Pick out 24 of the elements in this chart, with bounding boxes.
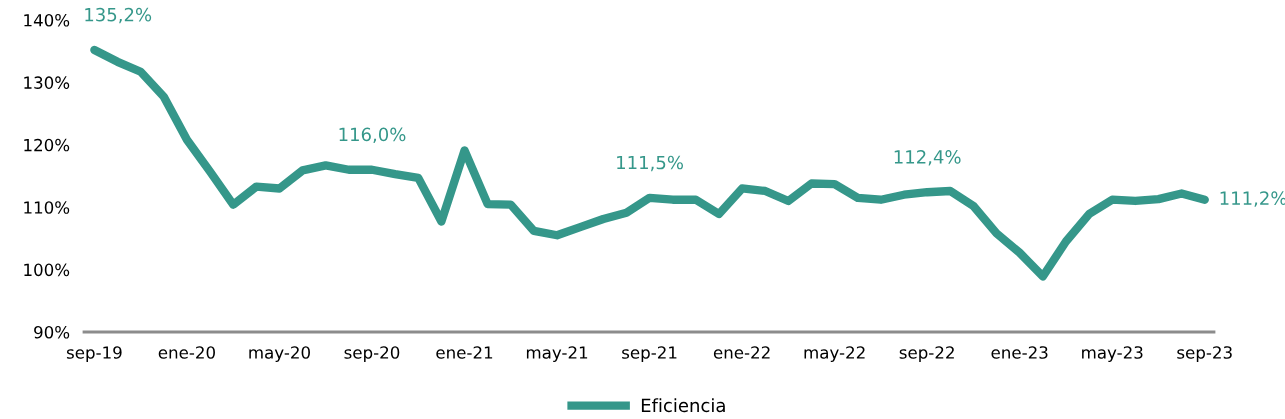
y-tick-label: 110% <box>24 201 70 214</box>
y-tick-label: 100% <box>24 263 70 277</box>
y-tick-label: 130% <box>24 76 70 89</box>
x-tick-label: may-23 <box>1082 346 1143 363</box>
y-tick-label: 140% <box>24 13 70 27</box>
data-label: 112,4% <box>894 150 961 166</box>
x-tick-label: sep-19 <box>66 346 122 363</box>
x-tick-label: sep-23 <box>1177 346 1232 363</box>
x-tick-label: sep-20 <box>344 346 400 363</box>
x-tick-label: ene-20 <box>158 346 215 359</box>
x-tick-label: may-21 <box>526 346 588 363</box>
x-tick-label: ene-22 <box>713 346 770 359</box>
x-tick-label: sep-22 <box>899 346 954 363</box>
x-tick-label: ene-21 <box>436 346 493 359</box>
x-tick-label: ene-23 <box>991 346 1048 359</box>
data-label: 135,2% <box>85 7 152 24</box>
x-tick-label: may-22 <box>804 346 865 363</box>
x-tick-label: sep-21 <box>622 346 677 363</box>
data-label: 116,0% <box>339 127 406 144</box>
y-tick-label: 90% <box>34 325 70 339</box>
legend-label: Eficiencia <box>641 398 725 413</box>
x-tick-label: may-20 <box>249 346 310 363</box>
y-tick-label: 120% <box>24 138 70 152</box>
data-label: 111,5% <box>617 155 683 172</box>
